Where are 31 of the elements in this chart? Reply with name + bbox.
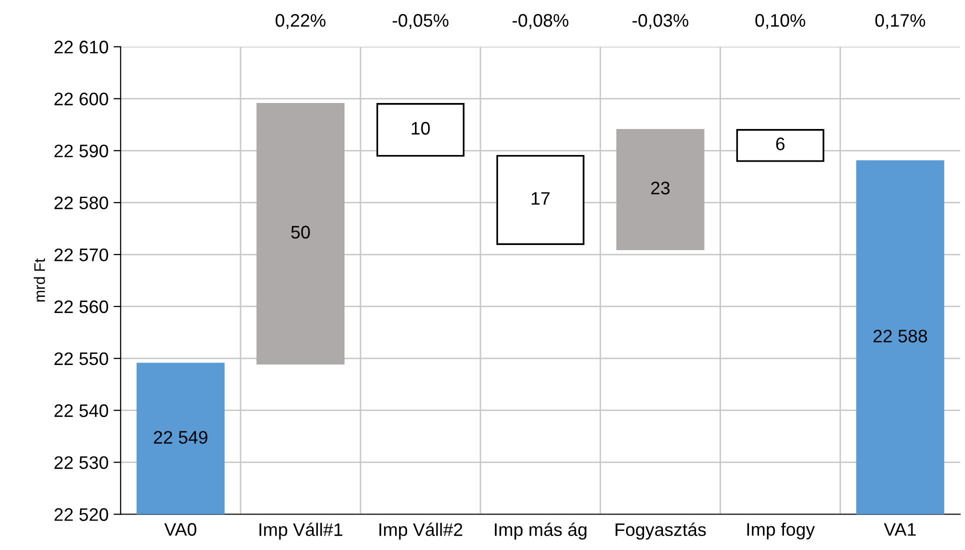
y-tick-label: 22 600: [54, 92, 108, 106]
data-label: 22 588: [874, 330, 928, 342]
data-label: 17: [532, 192, 550, 205]
data-label: 50: [291, 226, 310, 239]
x-tick-label: VA1: [884, 523, 916, 536]
y-tick-label: 22 560: [54, 300, 108, 314]
text: 0,22%: [276, 14, 326, 29]
data-label: 6: [776, 138, 784, 150]
text: 0,17%: [875, 14, 926, 29]
y-tick-label: 22 550: [54, 352, 108, 366]
x-tick-label: Imp Váll#2: [379, 522, 462, 540]
y-tick-label: 22 610: [54, 40, 108, 54]
x-tick-label: Imp fogy: [747, 522, 815, 540]
y-tick-label: 22 570: [54, 248, 108, 262]
data-label: 22 549: [154, 430, 208, 444]
text: -0,05%: [392, 14, 448, 29]
text: -0,03%: [632, 14, 688, 29]
data-label: 23: [651, 182, 670, 194]
text: -0,08%: [512, 14, 568, 29]
data-label: 10: [412, 122, 430, 135]
x-tick-label: VA0: [164, 523, 196, 536]
y-tick-label: 22 580: [54, 196, 108, 210]
x-tick-label: Fogyasztás: [616, 522, 706, 540]
y-tick-label: 22 520: [54, 508, 108, 521]
x-tick-label: Imp Váll#1: [260, 522, 342, 540]
y-tick-label: 22 530: [54, 456, 108, 470]
text: 0,10%: [755, 14, 806, 29]
y-axis-title: mrd Ft: [34, 258, 46, 302]
y-tick-label: 22 590: [54, 144, 108, 158]
y-tick-label: 22 540: [54, 404, 108, 418]
x-tick-label: Imp más ág: [494, 522, 586, 540]
